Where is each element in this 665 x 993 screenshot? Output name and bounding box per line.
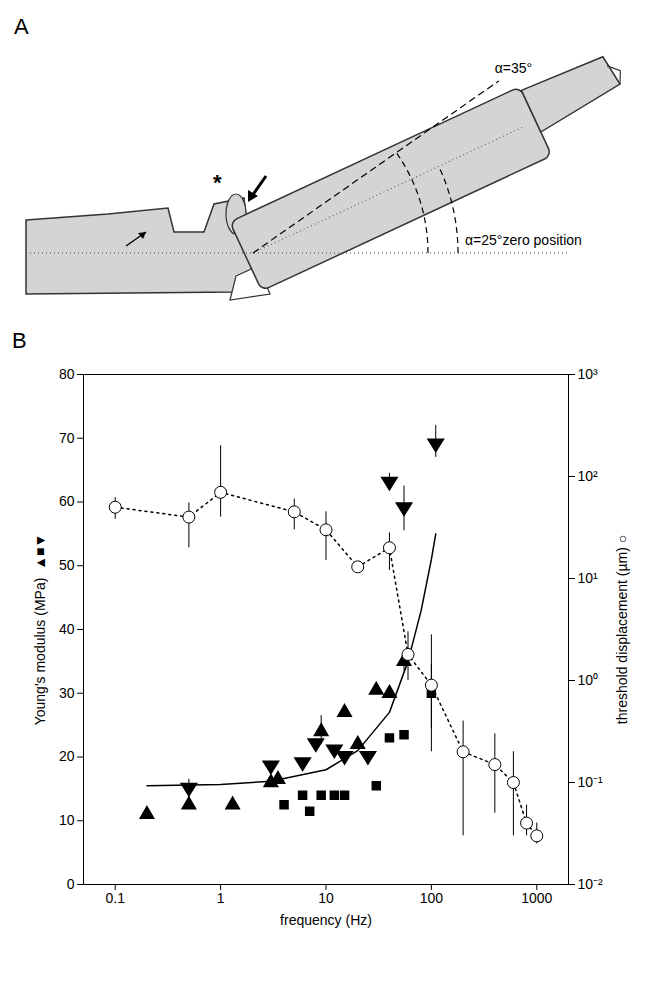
svg-text:10⁻¹: 10⁻¹ [578,774,604,790]
svg-text:10: 10 [318,890,334,906]
svg-text:1: 1 [217,890,225,906]
svg-text:Young's modulus (MPa) ▲■▼: Young's modulus (MPa) ▲■▼ [32,534,48,726]
svg-text:10¹: 10¹ [578,570,599,586]
svg-text:80: 80 [59,366,75,382]
svg-text:50: 50 [59,557,75,573]
svg-text:60: 60 [59,493,75,509]
svg-text:*: * [213,170,222,195]
svg-text:α=35°: α=35° [495,60,532,76]
svg-text:α=25°zero position: α=25°zero position [465,232,582,248]
svg-text:0.1: 0.1 [105,890,125,906]
svg-text:30: 30 [59,685,75,701]
svg-text:10⁰: 10⁰ [578,672,599,688]
svg-text:A: A [14,14,29,39]
svg-text:0: 0 [67,876,75,892]
svg-text:threshold displacement (µm) ○: threshold displacement (µm) ○ [614,535,630,724]
svg-text:20: 20 [59,748,75,764]
svg-text:10⁻²: 10⁻² [578,876,604,892]
html-text:B: B [12,328,27,353]
svg-text:70: 70 [59,430,75,446]
svg-text:40: 40 [59,621,75,637]
svg-text:100: 100 [420,890,444,906]
svg-text:frequency (Hz): frequency (Hz) [280,912,372,928]
svg-text:10: 10 [59,812,75,828]
svg-text:10³: 10³ [578,366,599,382]
svg-text:10²: 10² [578,468,599,484]
svg-text:1000: 1000 [521,890,552,906]
